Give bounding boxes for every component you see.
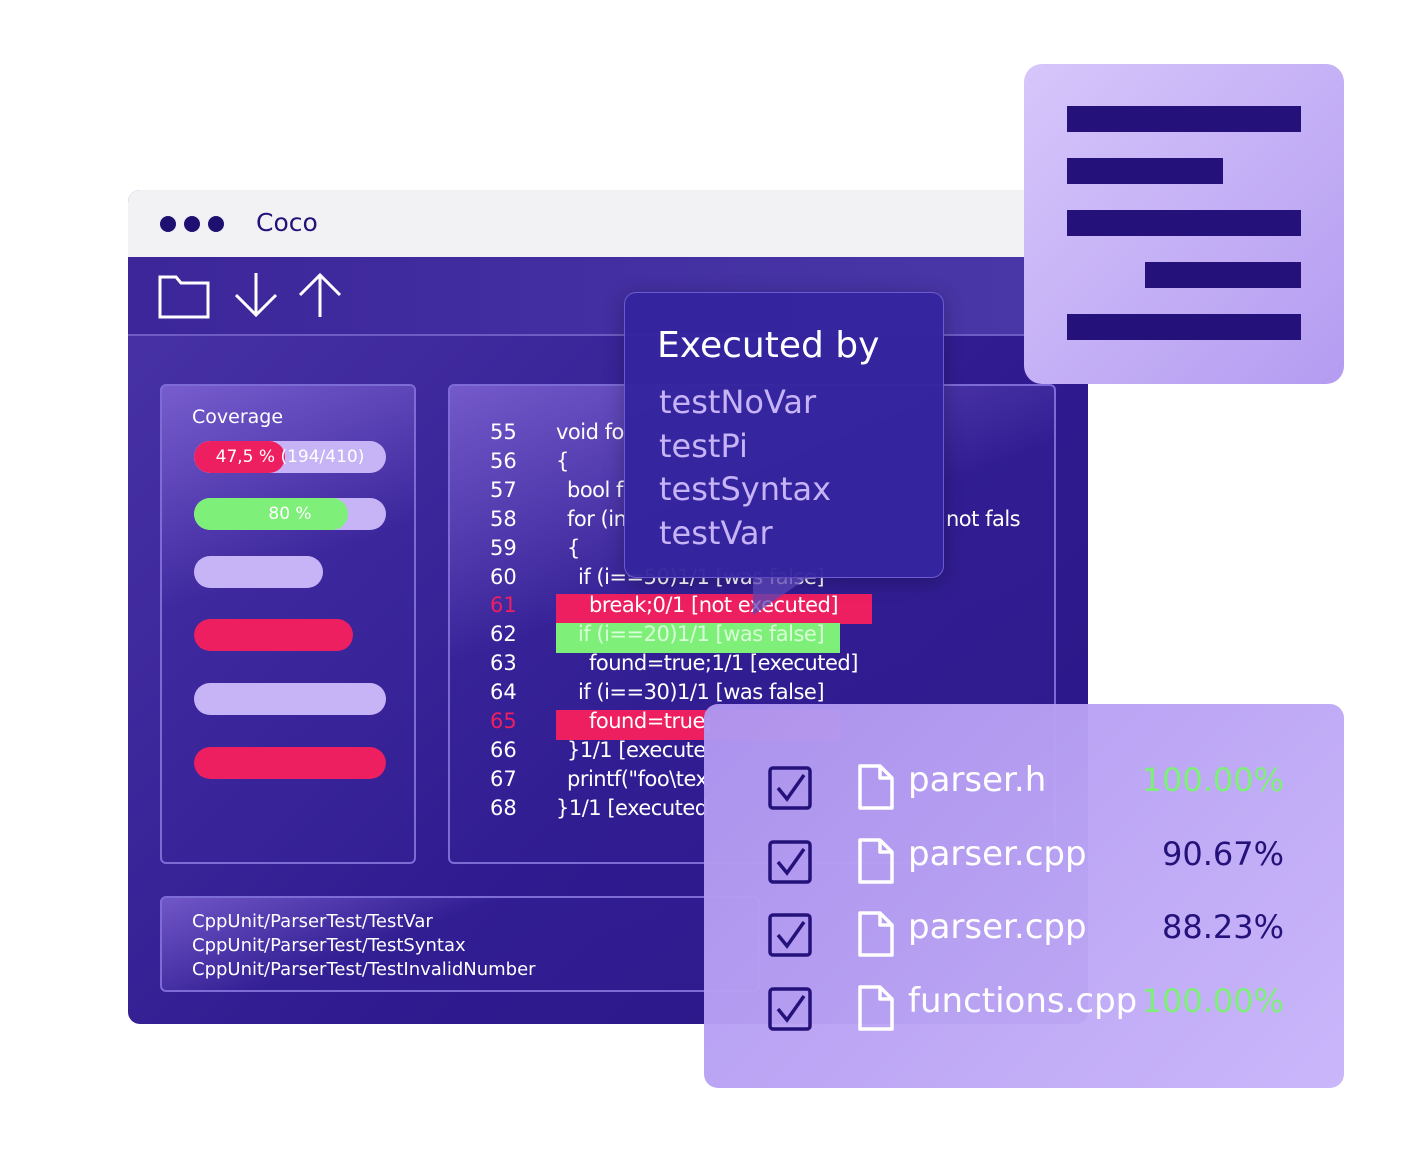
file-coverage-percent: 90.67% <box>1161 834 1284 873</box>
code-line: if (i==20)1/1 [was false] <box>578 622 825 647</box>
tooltip-test[interactable]: testSyntax <box>659 470 832 508</box>
file-name[interactable]: parser.h <box>908 760 1047 800</box>
test-item[interactable]: CppUnit/ParserTest/TestSyntax <box>192 935 466 956</box>
code-line: for (in <box>567 506 627 531</box>
file-icon <box>858 764 894 810</box>
code-line: void fo <box>556 420 624 444</box>
title-bar: Coco <box>128 190 1088 257</box>
coverage-bar-text: 80 % <box>268 504 312 524</box>
coverage-bar <box>194 619 354 651</box>
line-number: 58 <box>490 506 517 531</box>
line-number: 65 <box>490 709 517 733</box>
coverage-bar <box>194 556 323 588</box>
line-number: 68 <box>490 795 517 820</box>
checkbox-checked-icon[interactable] <box>768 766 812 810</box>
code-line: }1/1 [execute <box>567 737 706 762</box>
code-line: if (i==30)1/1 [was false] <box>578 680 825 705</box>
window-title: Coco <box>256 208 318 237</box>
coverage-label: Coverage <box>192 406 284 428</box>
checkbox-checked-icon[interactable] <box>768 986 812 1031</box>
tooltip-test[interactable]: testPi <box>659 426 748 465</box>
file-icon <box>858 984 894 1031</box>
text-line <box>1067 158 1223 184</box>
text-line <box>1145 262 1301 288</box>
code-line: break;0/1 [not executed] <box>589 593 839 618</box>
text-line <box>1067 210 1301 236</box>
toolbar <box>128 257 1088 336</box>
coverage-bar <box>194 683 386 715</box>
code-line: }1/1 [executed <box>556 795 708 820</box>
line-number: 63 <box>490 651 517 676</box>
window-dot[interactable] <box>208 216 224 232</box>
line-number: 64 <box>490 680 517 705</box>
code-line: found=true;1/1 [executed] <box>589 651 858 676</box>
window-dot[interactable] <box>184 216 200 232</box>
text-line <box>1067 106 1301 132</box>
file-icon <box>858 911 894 957</box>
test-item[interactable]: CppUnit/ParserTest/TestInvalidNumber <box>192 959 536 980</box>
checkbox-checked-icon[interactable] <box>768 913 812 957</box>
code-highlight-red <box>556 594 872 625</box>
line-number: 60 <box>490 564 517 589</box>
code-line: printf("foo\tex <box>567 766 708 791</box>
text-line <box>1067 314 1301 340</box>
code-line: bool f <box>567 477 623 502</box>
file-coverage-percent: 100.00% <box>1141 761 1284 799</box>
coverage-panel: Coverage 47,5 % (194/410) 80 % <box>160 384 416 864</box>
line-number: 67 <box>490 766 517 791</box>
coverage-bar-fill <box>194 747 386 779</box>
coverage-bar <box>194 747 386 779</box>
line-number: 55 <box>490 420 517 444</box>
checkbox-checked-icon[interactable] <box>768 839 812 884</box>
window-dot[interactable] <box>160 216 176 232</box>
line-number: 66 <box>490 737 517 762</box>
line-number: 62 <box>490 622 517 647</box>
file-name[interactable]: parser.cpp <box>908 833 1087 874</box>
arrow-down-icon[interactable] <box>228 267 284 323</box>
line-number: 57 <box>490 477 517 502</box>
folder-icon[interactable] <box>156 267 212 323</box>
code-line: { <box>567 535 580 560</box>
tooltip-title: Executed by <box>657 325 880 366</box>
code-highlight-green <box>556 623 840 654</box>
code-line: found=true; <box>589 709 712 733</box>
file-coverage-card: parser.h 100.00% parser.cpp 90.67% parser.cp… <box>704 704 1344 1088</box>
tooltip-test[interactable]: testNoVar <box>659 383 817 421</box>
file-coverage-percent: 100.00% <box>1141 981 1284 1020</box>
coverage-bar-fill <box>194 498 348 530</box>
coverage-bar-fill <box>194 441 286 473</box>
file-name[interactable]: parser.cpp <box>908 907 1087 947</box>
file-icon <box>858 837 894 884</box>
code-line-tail: not fals <box>946 506 1021 531</box>
coverage-bar: 47,5 % (194/410) <box>194 441 386 473</box>
line-number: 59 <box>490 535 517 560</box>
tooltip-test[interactable]: testVar <box>659 513 773 552</box>
tooltip-tail <box>753 577 809 615</box>
document-card <box>1024 64 1344 384</box>
test-list-panel: CppUnit/ParserTest/TestVar CppUnit/Parse… <box>160 896 760 992</box>
file-coverage-percent: 88.23% <box>1161 908 1284 946</box>
test-item[interactable]: CppUnit/ParserTest/TestVar <box>192 911 433 932</box>
executed-by-tooltip: Executed by testNoVar testPi testSyntax … <box>624 292 944 615</box>
line-number: 61 <box>490 593 517 618</box>
coverage-bar-text: 47,5 % (194/410) <box>215 447 365 467</box>
code-line: { <box>556 448 569 473</box>
coverage-bar: 80 % <box>194 498 386 530</box>
file-name[interactable]: functions.cpp <box>908 980 1138 1021</box>
line-number: 56 <box>490 448 517 473</box>
coverage-bar-fill <box>194 619 354 651</box>
arrow-up-icon[interactable] <box>292 267 348 323</box>
